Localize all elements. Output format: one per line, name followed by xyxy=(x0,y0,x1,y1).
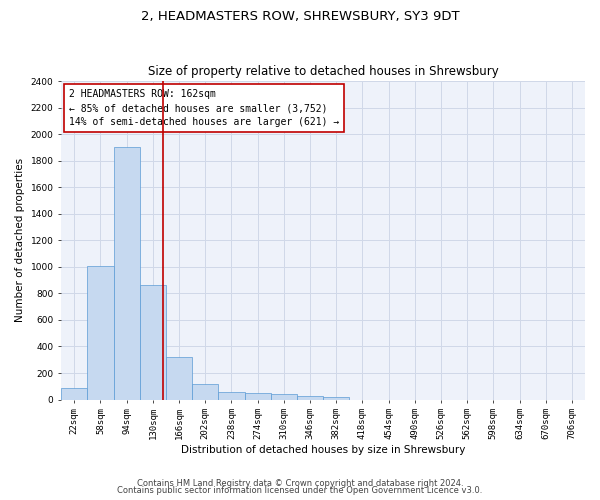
Text: Contains HM Land Registry data © Crown copyright and database right 2024.: Contains HM Land Registry data © Crown c… xyxy=(137,478,463,488)
Bar xyxy=(323,397,349,400)
Bar xyxy=(218,392,245,400)
Bar xyxy=(140,286,166,400)
Title: Size of property relative to detached houses in Shrewsbury: Size of property relative to detached ho… xyxy=(148,66,499,78)
Bar xyxy=(192,384,218,400)
Bar xyxy=(166,357,192,400)
Bar xyxy=(245,393,271,400)
Bar xyxy=(271,394,297,400)
Bar xyxy=(88,266,113,400)
Bar xyxy=(113,148,140,400)
X-axis label: Distribution of detached houses by size in Shrewsbury: Distribution of detached houses by size … xyxy=(181,445,465,455)
Text: 2 HEADMASTERS ROW: 162sqm
← 85% of detached houses are smaller (3,752)
14% of se: 2 HEADMASTERS ROW: 162sqm ← 85% of detac… xyxy=(69,89,340,127)
Bar xyxy=(297,396,323,400)
Text: 2, HEADMASTERS ROW, SHREWSBURY, SY3 9DT: 2, HEADMASTERS ROW, SHREWSBURY, SY3 9DT xyxy=(140,10,460,23)
Y-axis label: Number of detached properties: Number of detached properties xyxy=(15,158,25,322)
Text: Contains public sector information licensed under the Open Government Licence v3: Contains public sector information licen… xyxy=(118,486,482,495)
Bar xyxy=(61,388,88,400)
